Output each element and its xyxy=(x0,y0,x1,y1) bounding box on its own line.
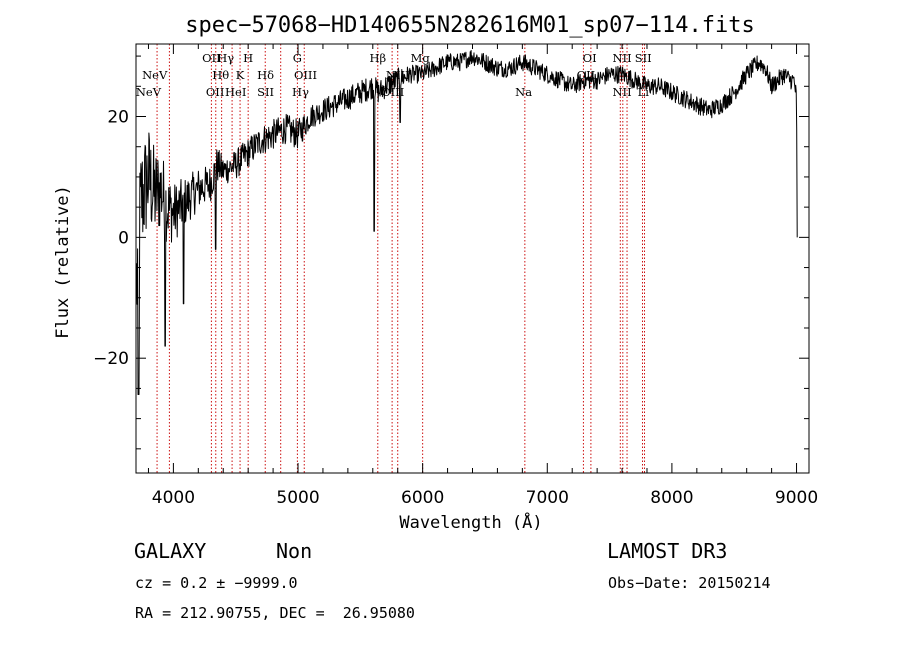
x-tick-label: 4000 xyxy=(152,488,195,508)
line-label-3: Hγ xyxy=(217,51,234,65)
line-label-21: NII xyxy=(612,51,631,65)
line-label-8: OII xyxy=(206,85,225,99)
line-label-24: Li xyxy=(638,85,650,99)
plot-axes: 4000 5000 6000 7000 8000 9000 20 0 −20 xyxy=(93,43,818,508)
line-label-6: K xyxy=(236,68,245,82)
x-axis-label: Wavelength (Å) xyxy=(399,511,542,533)
x-tick-label: 5000 xyxy=(276,488,319,508)
x-tick-label: 6000 xyxy=(401,488,444,508)
line-label-22: SII xyxy=(635,51,652,65)
line-label-4: H xyxy=(243,51,253,65)
y-tick-label: 0 xyxy=(118,228,129,248)
line-label-14: Hβ xyxy=(369,51,386,65)
obs-date-text: Obs−Date: 20150214 xyxy=(608,574,771,592)
x-tick-label: 9000 xyxy=(775,488,818,508)
line-label-5: Hθ xyxy=(212,68,229,82)
line-label-13: Hγ xyxy=(292,85,309,99)
line-label-15: Mg xyxy=(411,51,431,65)
line-label-7: Hδ xyxy=(257,68,274,82)
x-tick-label: 8000 xyxy=(650,488,693,508)
line-label-2: OII xyxy=(202,51,221,65)
line-label-10: SII xyxy=(257,85,274,99)
spectrum-line xyxy=(136,50,798,395)
line-label-18: Na xyxy=(515,85,532,99)
line-label-9: HeI xyxy=(225,85,246,99)
survey-text: LAMOST DR3 xyxy=(607,539,728,563)
line-label-19: OI xyxy=(583,51,597,65)
subclass-text: Non xyxy=(276,539,313,563)
chart-title: spec−57068−HD140655N282616M01_sp07−114.f… xyxy=(185,13,755,38)
line-markers xyxy=(156,44,645,473)
line-label-12: OIII xyxy=(294,68,317,82)
line-label-0: NeV xyxy=(136,85,162,99)
y-tick-label: 20 xyxy=(107,108,129,128)
coordinates-text: RA = 212.90755, DEC = 26.95080 xyxy=(135,604,415,622)
line-label-11: G xyxy=(293,51,302,65)
x-tick-label: 7000 xyxy=(526,488,569,508)
line-label-23: NII xyxy=(612,85,631,99)
y-tick-label: −20 xyxy=(93,349,129,369)
line-label-1: NeV xyxy=(142,68,168,82)
classification-text: GALAXY xyxy=(134,539,207,563)
y-axis-label: Flux (relative) xyxy=(53,185,73,339)
redshift-text: cz = 0.2 ± −9999.0 xyxy=(135,574,298,592)
